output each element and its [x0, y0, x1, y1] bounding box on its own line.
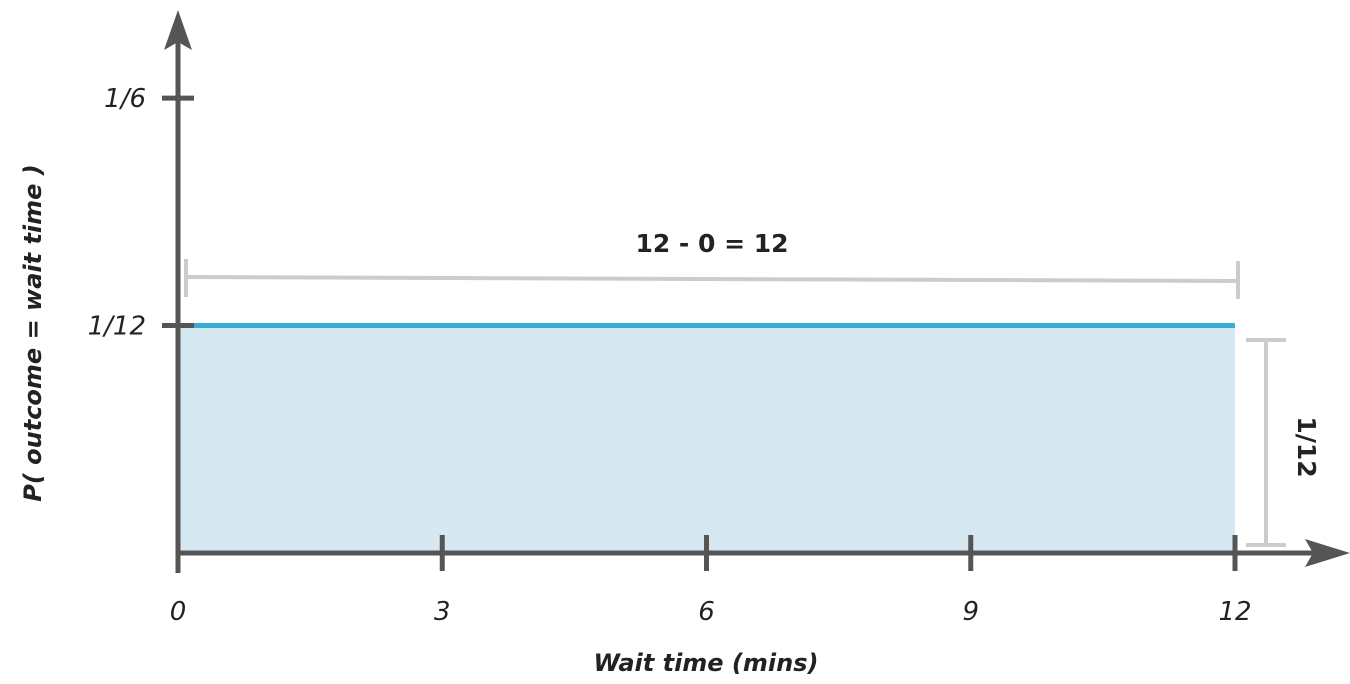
x-axis-arrow	[1305, 539, 1350, 567]
x-tick-label: 6	[698, 597, 715, 627]
y-ticks: 1/12 1/6	[88, 84, 194, 342]
y-axis-arrow	[164, 10, 192, 50]
x-tick-label: 12	[1218, 597, 1251, 627]
x-tick-label: 9	[962, 597, 979, 627]
width-annotation: 12 - 0 = 12	[635, 229, 788, 258]
width-bracket: 12 - 0 = 12	[184, 229, 1240, 299]
x-axis-label: Wait time (mins)	[594, 649, 819, 677]
height-bracket: 1/12	[1246, 338, 1321, 547]
plot-area	[178, 323, 1235, 553]
width-bracket-line	[185, 275, 1239, 283]
x-ticks: 0 3 6 9 12	[170, 535, 1252, 627]
x-tick-label: 3	[434, 597, 451, 627]
axes	[164, 10, 1350, 573]
y-axis-label: P( outcome = wait time )	[19, 164, 47, 502]
probability-area	[178, 325, 1235, 553]
x-tick-label: 0	[170, 597, 187, 627]
y-tick-label: 1/6	[104, 84, 146, 114]
y-tick-label: 1/12	[88, 312, 146, 342]
height-annotation: 1/12	[1292, 416, 1321, 477]
